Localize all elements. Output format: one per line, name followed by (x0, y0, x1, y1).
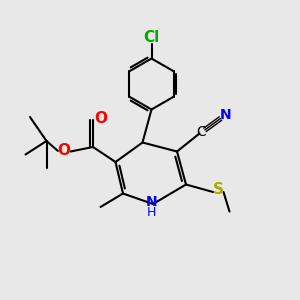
Text: C: C (196, 125, 206, 139)
Text: N: N (146, 196, 157, 209)
Text: N: N (220, 108, 232, 122)
Text: O: O (57, 143, 70, 158)
Text: Cl: Cl (143, 30, 160, 45)
Text: H: H (147, 206, 156, 219)
Text: S: S (213, 182, 224, 197)
Text: O: O (94, 111, 107, 126)
